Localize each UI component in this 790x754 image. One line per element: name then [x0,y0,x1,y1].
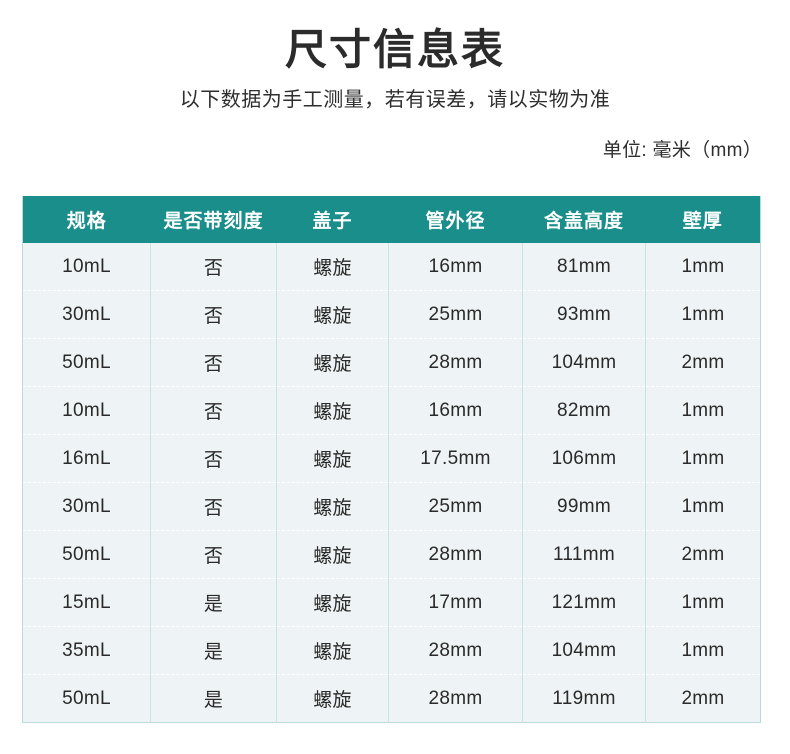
cell-wall_thickness: 1mm [645,482,761,531]
cell-spec: 16mL [22,434,151,483]
cell-height_with_cap: 99mm [522,482,646,531]
cell-graduated: 否 [150,530,277,579]
cell-wall_thickness: 2mm [645,530,761,579]
table-row: 30mL 否螺旋 25mm 99mm 1mm [22,482,761,531]
cell-spec: 50mL [22,674,151,723]
cell-outer_diameter: 28mm [388,674,523,723]
cell-outer_diameter: 16mm [388,243,523,291]
page-title: 尺寸信息表 [284,26,505,73]
cell-cap: 螺旋 [276,674,389,723]
cell-height_with_cap: 119mm [522,674,646,723]
cell-graduated: 否 [150,290,277,339]
cell-height_with_cap: 104mm [522,626,646,675]
table-row: 10mL 否螺旋 16mm 81mm 1mm [22,243,761,291]
cell-wall_thickness: 1mm [645,626,761,675]
table-body: 10mL 否螺旋 16mm 81mm 1mm 30mL 否螺旋 25mm 93mm 1mm 50mL… [22,243,761,723]
cell-cap: 螺旋 [276,338,389,387]
cell-cap: 螺旋 [276,530,389,579]
cell-outer_diameter: 17mm [388,578,523,627]
cell-wall_thickness: 1mm [645,243,761,291]
table-row: 16mL 否螺旋 17.5mm 106mm 1mm [22,434,761,483]
cell-cap: 螺旋 [276,578,389,627]
cell-cap: 螺旋 [276,243,389,291]
cell-wall_thickness: 1mm [645,578,761,627]
cell-outer_diameter: 28mm [388,626,523,675]
cell-spec: 10mL [22,243,151,291]
column-header-cap: 盖子 [276,196,389,243]
cell-height_with_cap: 111mm [522,530,646,579]
column-header-graduated: 是否带刻度 [150,196,277,243]
cell-spec: 35mL [22,626,151,675]
cell-cap: 螺旋 [276,386,389,435]
cell-wall_thickness: 1mm [645,290,761,339]
cell-graduated: 否 [150,482,277,531]
cell-spec: 15mL [22,578,151,627]
cell-wall_thickness: 2mm [645,338,761,387]
page-subtitle: 以下数据为手工测量，若有误差，请以实物为准 [179,89,611,112]
table-header-row: 规格 是否带刻度 盖子 管外径 含盖高度 壁厚 [22,196,761,243]
column-header-wall_thickness: 壁厚 [645,196,761,243]
table-row: 50mL 否螺旋 28mm 104mm 2mm [22,338,761,387]
table-row: 50mL 是螺旋 28mm 119mm 2mm [22,674,761,723]
cell-outer_diameter: 25mm [388,290,523,339]
column-header-outer_diameter: 管外径 [388,196,523,243]
column-header-height_with_cap: 含盖高度 [522,196,646,243]
cell-graduated: 否 [150,434,277,483]
cell-spec: 30mL [22,482,151,531]
cell-wall_thickness: 1mm [645,434,761,483]
cell-outer_diameter: 28mm [388,338,523,387]
cell-graduated: 是 [150,578,277,627]
cell-spec: 50mL [22,530,151,579]
cell-wall_thickness: 2mm [645,674,761,723]
unit-note: 单位: 毫米（mm） [602,140,762,162]
cell-cap: 螺旋 [276,434,389,483]
table-row: 50mL 否螺旋 28mm 111mm 2mm [22,530,761,579]
cell-height_with_cap: 81mm [522,243,646,291]
cell-height_with_cap: 106mm [522,434,646,483]
cell-graduated: 是 [150,626,277,675]
cell-cap: 螺旋 [276,482,389,531]
cell-outer_diameter: 16mm [388,386,523,435]
size-table: 规格 是否带刻度 盖子 管外径 含盖高度 壁厚 10mL 否螺旋 16mm 81mm 1mm 30m… [22,196,761,723]
cell-cap: 螺旋 [276,626,389,675]
cell-height_with_cap: 104mm [522,338,646,387]
cell-outer_diameter: 28mm [388,530,523,579]
table-row: 10mL 否螺旋 16mm 82mm 1mm [22,386,761,435]
cell-height_with_cap: 82mm [522,386,646,435]
cell-outer_diameter: 25mm [388,482,523,531]
cell-height_with_cap: 121mm [522,578,646,627]
table-row: 15mL 是螺旋 17mm 121mm 1mm [22,578,761,627]
cell-spec: 50mL [22,338,151,387]
table-row: 35mL 是螺旋 28mm 104mm 1mm [22,626,761,675]
cell-spec: 30mL [22,290,151,339]
size-table-container: 规格 是否带刻度 盖子 管外径 含盖高度 壁厚 10mL 否螺旋 16mm 81mm 1mm 30m… [22,196,761,723]
cell-graduated: 否 [150,386,277,435]
cell-graduated: 否 [150,338,277,387]
cell-height_with_cap: 93mm [522,290,646,339]
cell-cap: 螺旋 [276,290,389,339]
table-header: 规格 是否带刻度 盖子 管外径 含盖高度 壁厚 [22,196,761,243]
column-header-spec: 规格 [22,196,151,243]
cell-graduated: 否 [150,243,277,291]
table-row: 30mL 否螺旋 25mm 93mm 1mm [22,290,761,339]
cell-outer_diameter: 17.5mm [388,434,523,483]
cell-spec: 10mL [22,386,151,435]
cell-wall_thickness: 1mm [645,386,761,435]
cell-graduated: 是 [150,674,277,723]
